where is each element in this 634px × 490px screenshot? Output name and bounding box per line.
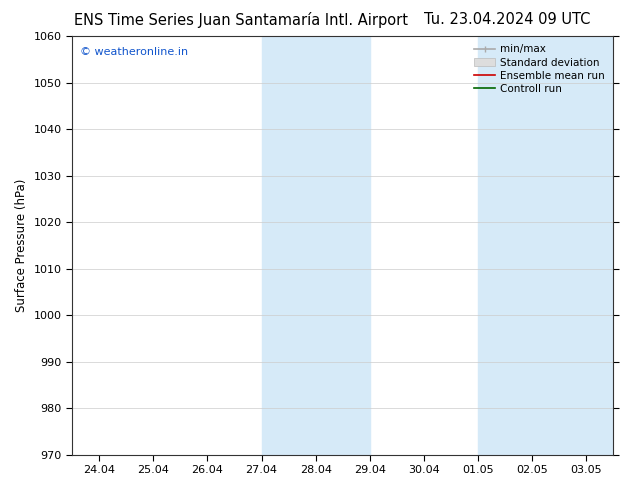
Text: ENS Time Series Juan Santamaría Intl. Airport: ENS Time Series Juan Santamaría Intl. Ai…: [74, 12, 408, 28]
Bar: [262, 36, 370, 455]
Bar: [478, 36, 614, 455]
Text: © weatheronline.in: © weatheronline.in: [81, 47, 188, 57]
Legend: min/max, Standard deviation, Ensemble mean run, Controll run: min/max, Standard deviation, Ensemble me…: [471, 41, 608, 97]
Text: Tu. 23.04.2024 09 UTC: Tu. 23.04.2024 09 UTC: [424, 12, 590, 27]
Y-axis label: Surface Pressure (hPa): Surface Pressure (hPa): [15, 179, 28, 312]
